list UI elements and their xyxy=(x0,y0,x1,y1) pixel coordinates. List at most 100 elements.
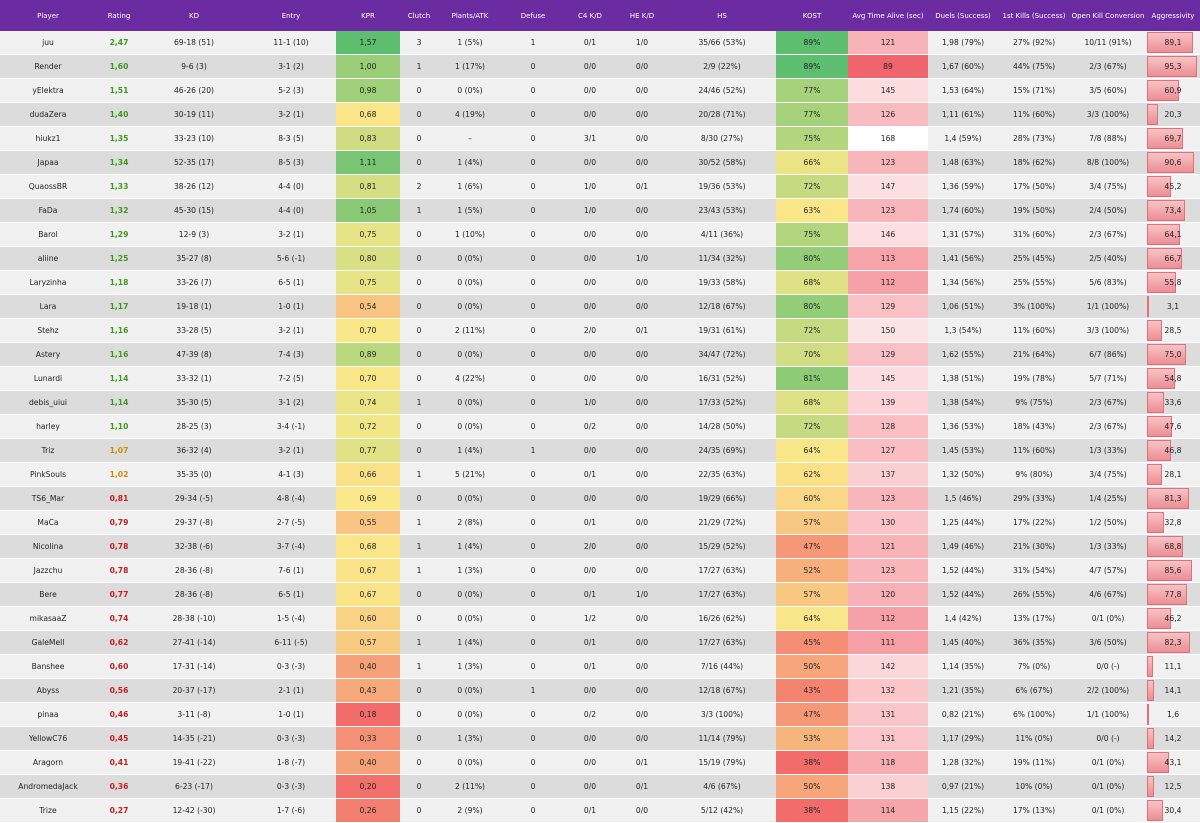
table-row[interactable]: Lunardi 1,14 33-32 (1) 7-2 (5) 0,70 0 4 (22%) 0… xyxy=(0,366,1200,391)
table-row[interactable]: Barol 1,29 12-9 (3) 3-2 (1) 0,75 0 1 (10%) 0 0/0… xyxy=(0,222,1200,247)
cell-clutch: 0 xyxy=(400,798,438,823)
cell-player: Aragorn xyxy=(0,750,96,775)
cell-hekd: 0/0 xyxy=(616,294,668,319)
table-row[interactable]: Triz 1,07 36-32 (4) 3-2 (1) 0,77 0 1 (4%) 1 0/0 0… xyxy=(0,438,1200,463)
table-row[interactable]: Laryzinha 1,18 33-26 (7) 6-5 (1) 0,75 0 0 (0%)… xyxy=(0,270,1200,295)
table-row[interactable]: MaCa 0,79 29-37 (-8) 2-7 (-5) 0,55 1 2 (8%) 0 0/… xyxy=(0,510,1200,535)
table-row[interactable]: debis_uiui 1,14 35-30 (5) 3-1 (2) 0,74 1 0 (0%… xyxy=(0,390,1200,415)
table-row[interactable]: aliine 1,25 35-27 (8) 5-6 (-1) 0,80 0 0 (0%) 0 0… xyxy=(0,246,1200,271)
cell-clutch: 1 xyxy=(400,534,438,559)
table-row[interactable]: Astery 1,16 47-39 (8) 7-4 (3) 0,89 0 0 (0%) 0 0/… xyxy=(0,342,1200,367)
col-header-hekd[interactable]: HE K/D xyxy=(616,0,668,31)
cell-clutch: 0 xyxy=(400,606,438,631)
cell-defuse: 0 xyxy=(502,414,564,439)
cell-hekd: 0/0 xyxy=(616,366,668,391)
cell-duels: 1,11 (61%) xyxy=(928,102,998,127)
cell-firstkills: 11% (60%) xyxy=(998,318,1070,343)
col-header-entry[interactable]: Entry xyxy=(246,0,336,31)
col-header-c4kd[interactable]: C4 K/D xyxy=(564,0,616,31)
table-row[interactable]: Banshee 0,60 17-31 (-14) 0-3 (-3) 0,40 1 1 (3%… xyxy=(0,654,1200,679)
aggressivity-bar-cell: 90,6 xyxy=(1147,152,1199,173)
col-header-duels[interactable]: Duels (Success) xyxy=(928,0,998,31)
cell-defuse: 0 xyxy=(502,558,564,583)
table-row[interactable]: Jazzchu 0,78 28-36 (-8) 7-6 (1) 0,67 1 1 (3%) 0… xyxy=(0,558,1200,583)
cell-kd: 33-32 (1) xyxy=(142,366,246,391)
col-header-kd[interactable]: KD xyxy=(142,0,246,31)
table-row[interactable]: Render 1,60 9-6 (3) 3-1 (2) 1,00 1 1 (17%) 0 0/0… xyxy=(0,54,1200,79)
cell-avgtime: 112 xyxy=(848,270,928,295)
table-row[interactable]: mikasaaZ 0,74 28-38 (-10) 1-5 (-4) 0,60 0 0 (0… xyxy=(0,606,1200,631)
table-row[interactable]: harley 1,10 28-25 (3) 3-4 (-1) 0,72 0 0 (0%) 0 0… xyxy=(0,414,1200,439)
table-row[interactable]: Bere 0,77 28-36 (-8) 6-5 (1) 0,67 0 0 (0%) 0 0/1… xyxy=(0,582,1200,607)
cell-clutch: 1 xyxy=(400,510,438,535)
table-row[interactable]: GaleMell 0,62 27-41 (-14) 6-11 (-5) 0,57 1 1 (… xyxy=(0,630,1200,655)
col-header-aggr[interactable]: Aggressivity xyxy=(1146,0,1200,31)
table-row[interactable]: YellowC76 0,45 14-35 (-21) 0-3 (-3) 0,33 0 1 (… xyxy=(0,726,1200,751)
cell-firstkills: 19% (50%) xyxy=(998,198,1070,223)
col-header-kpr[interactable]: KPR xyxy=(336,0,400,31)
aggressivity-bar xyxy=(1147,704,1149,725)
cell-firstkills: 3% (100%) xyxy=(998,294,1070,319)
table-row[interactable]: PinkSouls 1,02 35-35 (0) 4-1 (3) 0,66 1 5 (21%… xyxy=(0,462,1200,487)
table-row[interactable]: QuaossBR 1,33 38-26 (12) 4-4 (0) 0,81 2 1 (6%)… xyxy=(0,174,1200,199)
cell-avgtime: 142 xyxy=(848,654,928,679)
cell-plants: 0 (0%) xyxy=(438,390,502,415)
cell-entry: 3-2 (1) xyxy=(246,102,336,127)
cell-kost: 43% xyxy=(776,678,848,703)
aggressivity-bar xyxy=(1147,416,1172,437)
cell-firstkills: 6% (67%) xyxy=(998,678,1070,703)
cell-kpr: 0,80 xyxy=(336,246,400,271)
cell-c4kd: 0/0 xyxy=(564,270,616,295)
col-header-kost[interactable]: KOST xyxy=(776,0,848,31)
cell-plants: – xyxy=(438,126,502,151)
table-row[interactable]: Japaa 1,34 52-35 (17) 8-5 (3) 1,11 0 1 (4%) 0 0/… xyxy=(0,150,1200,175)
col-header-firstkills[interactable]: 1st Kills (Success) xyxy=(998,0,1070,31)
table-row[interactable]: dudaZera 1,40 30-19 (11) 3-2 (1) 0,68 0 4 (19%… xyxy=(0,102,1200,127)
table-row[interactable]: juu 2,47 69-18 (51) 11-1 (10) 1,57 3 1 (5%) 1 0/… xyxy=(0,31,1200,55)
cell-entry: 3-2 (1) xyxy=(246,438,336,463)
aggressivity-bar-cell: 47,6 xyxy=(1147,416,1199,437)
col-header-plants[interactable]: Plants/ATK xyxy=(438,0,502,31)
cell-aggr: 45,2 xyxy=(1146,174,1200,199)
table-row[interactable]: Stehz 1,16 33-28 (5) 3-2 (1) 0,70 0 2 (11%) 0 2/… xyxy=(0,318,1200,343)
table-row[interactable]: Trize 0,27 12-42 (-30) 1-7 (-6) 0,26 0 2 (9%) 0… xyxy=(0,798,1200,823)
col-header-player[interactable]: Player xyxy=(0,0,96,31)
cell-plants: 0 (0%) xyxy=(438,702,502,727)
cell-defuse: 0 xyxy=(502,798,564,823)
col-header-openkill[interactable]: Open Kill Conversion xyxy=(1070,0,1146,31)
table-row[interactable]: AndromedaJack 0,36 6-23 (-17) 0-3 (-3) 0,20 0… xyxy=(0,774,1200,799)
cell-firstkills: 13% (17%) xyxy=(998,606,1070,631)
table-row[interactable]: pinaa 0,46 3-11 (-8) 1-0 (1) 0,18 0 0 (0%) 0 0/2… xyxy=(0,702,1200,727)
cell-kd: 45-30 (15) xyxy=(142,198,246,223)
table-row[interactable]: hiukz1 1,35 33-23 (10) 8-3 (5) 0,83 0–0 3/1 0/0… xyxy=(0,126,1200,151)
col-header-defuse[interactable]: Defuse xyxy=(502,0,564,31)
cell-firstkills: 26% (55%) xyxy=(998,582,1070,607)
table-row[interactable]: TS6_Mar 0,81 29-34 (-5) 4-8 (-4) 0,69 0 0 (0%)… xyxy=(0,486,1200,511)
col-header-hs[interactable]: HS xyxy=(668,0,776,31)
aggressivity-bar-cell: 54,8 xyxy=(1147,368,1199,389)
aggressivity-bar xyxy=(1147,368,1176,389)
cell-defuse: 0 xyxy=(502,270,564,295)
cell-rating: 1,60 xyxy=(96,54,142,79)
col-header-avgtime[interactable]: Avg Time Alive (sec) xyxy=(848,0,928,31)
cell-hekd: 0/0 xyxy=(616,534,668,559)
aggressivity-value: 85,6 xyxy=(1164,566,1182,575)
cell-avgtime: 123 xyxy=(848,486,928,511)
cell-hs: 23/43 (53%) xyxy=(668,198,776,223)
cell-hekd: 0/0 xyxy=(616,390,668,415)
cell-plants: 1 (5%) xyxy=(438,31,502,55)
cell-openkill: 3/3 (100%) xyxy=(1070,318,1146,343)
table-row[interactable]: Nicolina 0,78 32-38 (-6) 3-7 (-4) 0,68 1 1 (4%… xyxy=(0,534,1200,559)
cell-aggr: 28,1 xyxy=(1146,462,1200,487)
cell-duels: 1,45 (40%) xyxy=(928,630,998,655)
table-row[interactable]: FaDa 1,32 45-30 (15) 4-4 (0) 1,05 1 1 (5%) 0 1/0… xyxy=(0,198,1200,223)
table-row[interactable]: Lara 1,17 19-18 (1) 1-0 (1) 0,54 0 0 (0%) 0 0/0 0… xyxy=(0,294,1200,319)
col-header-rating[interactable]: Rating xyxy=(96,0,142,31)
table-row[interactable]: Abyss 0,56 20-37 (-17) 2-1 (1) 0,43 0 0 (0%) 1 0… xyxy=(0,678,1200,703)
table-row[interactable]: Aragorn 0,41 19-41 (-22) 1-8 (-7) 0,40 0 0 (0%… xyxy=(0,750,1200,775)
table-row[interactable]: yElektra 1,51 46-26 (20) 5-2 (3) 0,98 0 0 (0%)… xyxy=(0,78,1200,103)
col-header-clutch[interactable]: Clutch xyxy=(400,0,438,31)
cell-kpr: 0,74 xyxy=(336,390,400,415)
cell-duels: 1,17 (29%) xyxy=(928,726,998,751)
